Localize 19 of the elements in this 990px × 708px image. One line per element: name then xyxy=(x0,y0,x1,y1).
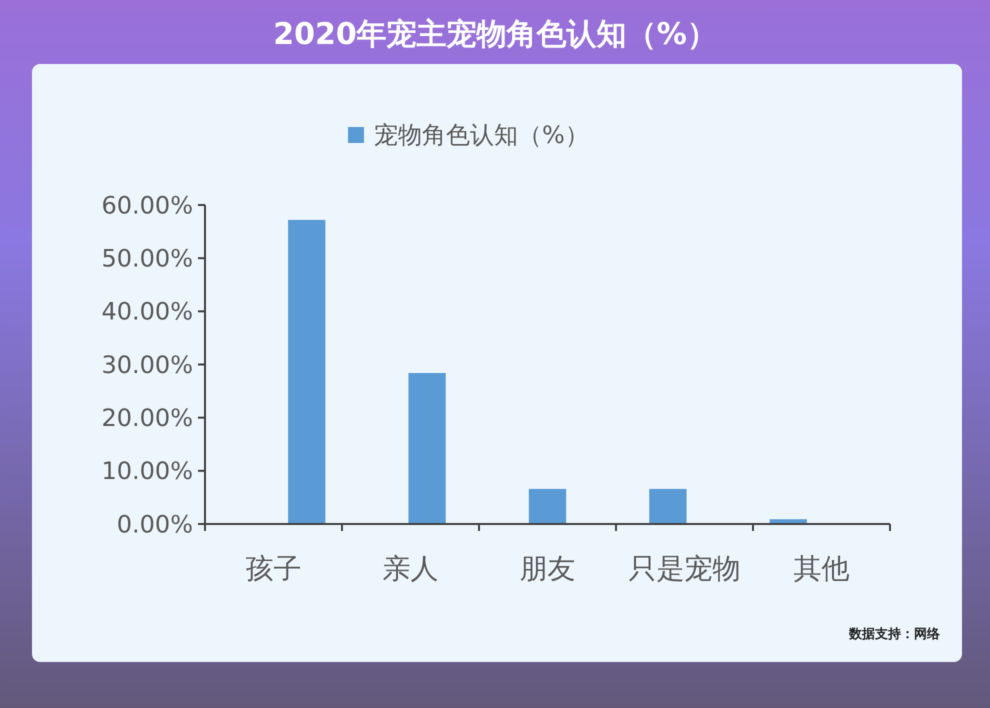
y-tick-label: 0.00% xyxy=(116,510,193,538)
y-tick-label: 60.00% xyxy=(101,191,193,220)
legend-label: 宠物角色认知（%） xyxy=(374,121,589,149)
x-tick-label: 亲人 xyxy=(382,552,438,585)
x-tick-label: 朋友 xyxy=(520,552,576,585)
x-tick-label: 其他 xyxy=(794,552,850,585)
y-tick-label: 10.00% xyxy=(101,457,193,486)
x-tick-label: 只是宠物 xyxy=(628,552,740,585)
x-tick-label: 孩子 xyxy=(246,552,302,585)
text: 数据支持：网络 xyxy=(848,627,941,642)
y-tick-label: 20.00% xyxy=(101,404,193,432)
bar xyxy=(288,220,326,524)
bar xyxy=(649,488,687,524)
y-tick-label: 30.00% xyxy=(101,350,193,379)
bar xyxy=(528,488,566,524)
y-tick-label: 50.00% xyxy=(101,244,193,273)
bar xyxy=(408,373,446,524)
y-tick-label: 40.00% xyxy=(101,298,193,326)
chart-title: 2020年宠主宠物角色认知（%） xyxy=(273,17,717,52)
